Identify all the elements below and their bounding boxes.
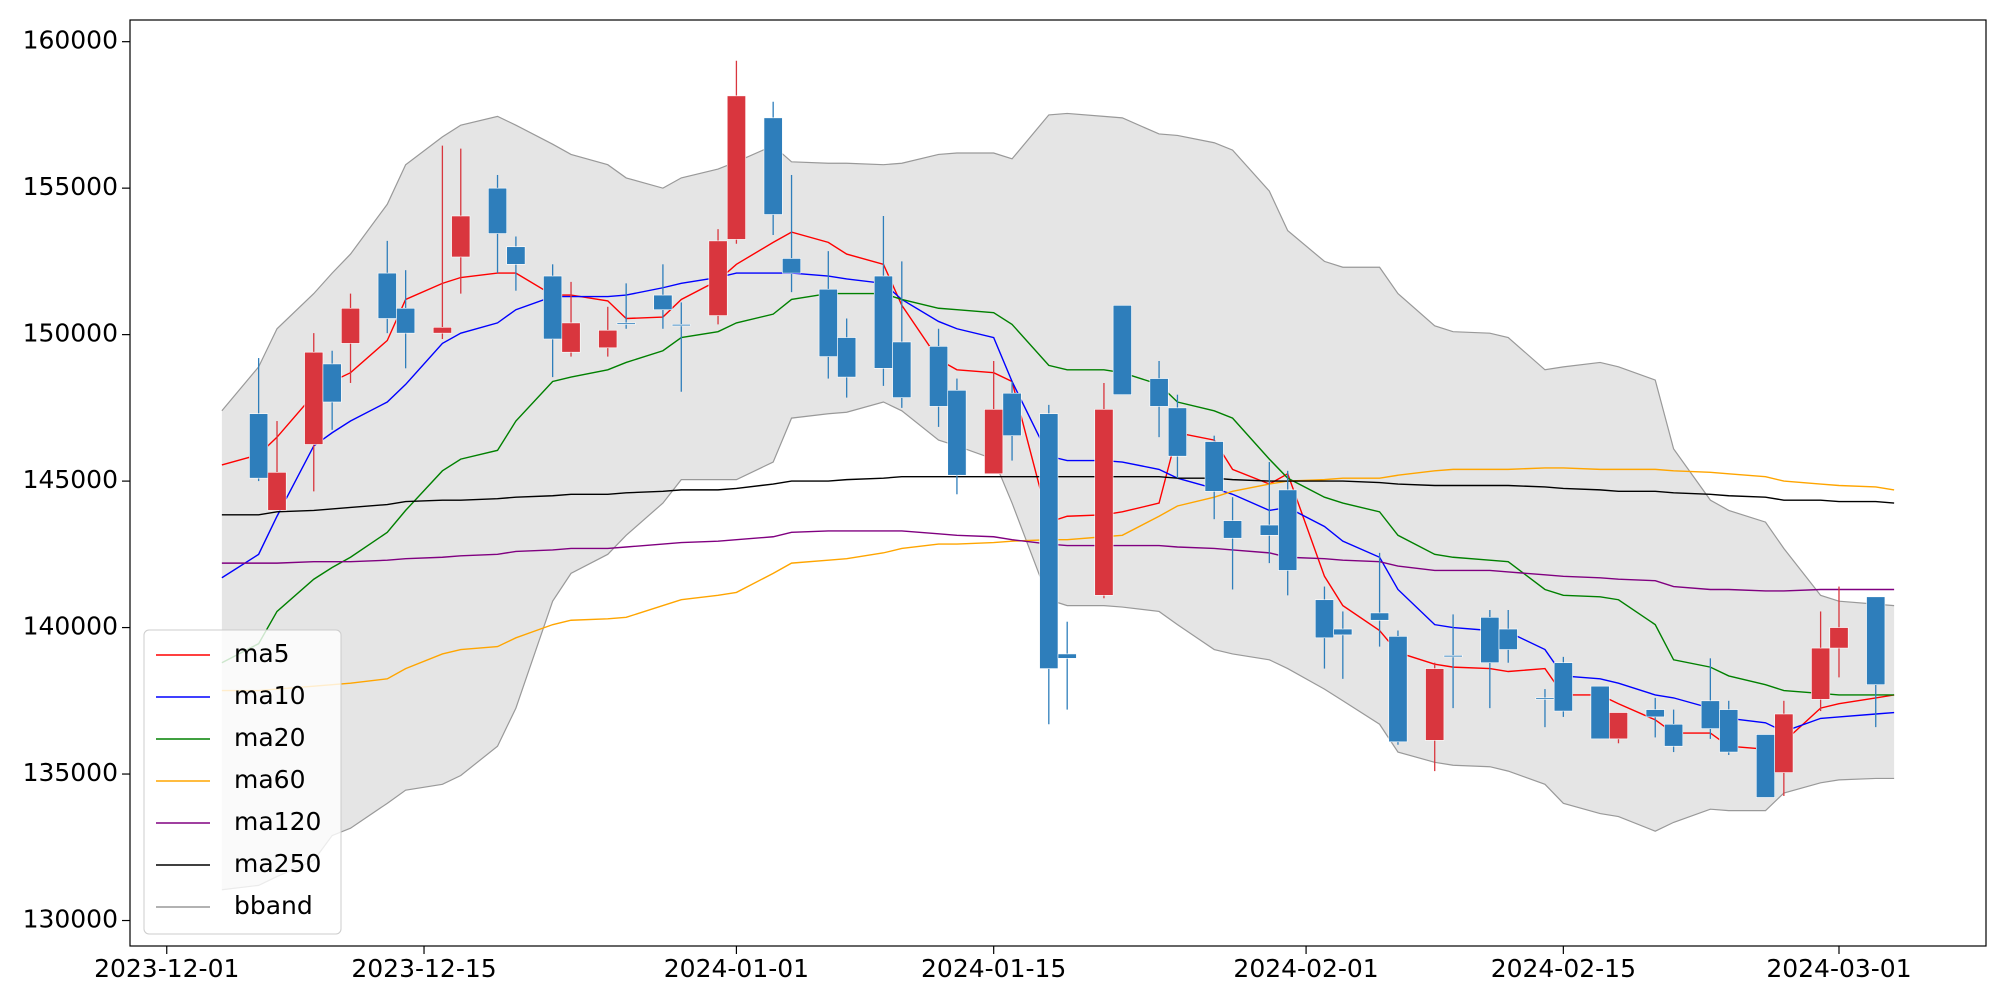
candle-body <box>1112 305 1132 395</box>
x-tick-label: 2024-01-15 <box>921 954 1066 983</box>
candle-body <box>763 117 783 215</box>
ma-line <box>221 292 1895 696</box>
legend-label: bband <box>234 891 313 920</box>
plot-frame <box>129 19 1987 947</box>
candle-body <box>1535 697 1555 700</box>
candle-body <box>1278 489 1298 571</box>
legend-label: ma60 <box>234 765 305 794</box>
legend-label: ma20 <box>234 723 305 752</box>
candle-body <box>653 294 673 311</box>
candle-body <box>1480 617 1500 664</box>
candle-body <box>782 258 802 274</box>
legend-label: ma5 <box>234 639 290 668</box>
candle-body <box>1425 668 1445 741</box>
candle-body <box>818 288 838 357</box>
candle-body <box>1645 709 1665 718</box>
y-tick-label: 150000 <box>23 319 118 348</box>
candle-body <box>249 413 269 479</box>
candle-body <box>1700 700 1720 729</box>
legend-label: ma120 <box>234 807 321 836</box>
candle-body <box>726 95 746 240</box>
candle-body <box>1333 628 1353 636</box>
candle-body <box>1719 709 1739 753</box>
candle-body <box>1223 520 1243 539</box>
x-tick-label: 2024-02-15 <box>1491 954 1636 983</box>
candle-body <box>432 326 452 334</box>
y-tick-label: 145000 <box>23 465 118 494</box>
candle-body <box>1057 653 1077 659</box>
candle-body <box>1590 685 1610 740</box>
candle-body <box>1774 713 1794 773</box>
candle-body <box>1755 734 1775 798</box>
y-tick-label: 135000 <box>23 758 118 787</box>
candle-body <box>1259 524 1279 536</box>
candle-body <box>1149 378 1169 407</box>
y-tick-label: 160000 <box>23 26 118 55</box>
candle-body <box>543 275 563 340</box>
candle-body <box>506 246 526 265</box>
candle-body <box>984 409 1004 475</box>
candle-body <box>708 240 728 316</box>
candle-body <box>1314 599 1334 639</box>
y-tick-label: 140000 <box>23 612 118 641</box>
x-tick-label: 2024-01-01 <box>664 954 809 983</box>
candle-body <box>1498 628 1518 650</box>
x-tick-label: 2024-02-01 <box>1233 954 1378 983</box>
candle-body <box>892 341 912 398</box>
y-tick-label: 130000 <box>23 905 118 934</box>
legend: ma5 ma10 ma20 ma60 ma120 ma250 bband <box>143 629 342 935</box>
candle-body <box>837 337 857 378</box>
candle-body <box>1811 647 1831 700</box>
candle-body <box>267 472 287 511</box>
candle-body <box>561 322 581 353</box>
candle-body <box>322 363 342 403</box>
candle-body <box>1039 413 1059 669</box>
candle-body <box>616 322 636 325</box>
candle-body <box>1370 612 1390 621</box>
candle-body <box>1443 655 1463 658</box>
candle-body <box>1388 636 1408 743</box>
candle-body <box>929 346 949 407</box>
candle-body <box>341 307 361 344</box>
legend-box <box>143 629 342 935</box>
candle-body <box>396 307 416 334</box>
x-tick-label: 2023-12-01 <box>94 954 239 983</box>
candle-body <box>304 351 324 445</box>
candle-body <box>1664 723 1684 747</box>
candle-body <box>1204 441 1224 492</box>
candle-body <box>488 187 508 234</box>
legend-label: ma250 <box>234 849 321 878</box>
candle-body <box>1866 596 1886 685</box>
candle-body <box>1094 409 1114 596</box>
x-tick-label: 2023-12-15 <box>351 954 496 983</box>
x-tick-label: 2024-03-01 <box>1766 954 1911 983</box>
candle-body <box>1553 662 1573 712</box>
y-tick-label: 155000 <box>23 172 118 201</box>
candle-body <box>873 275 893 369</box>
bband-line <box>221 112 1895 607</box>
candle-body <box>1167 407 1187 457</box>
candle-body <box>598 329 618 349</box>
candle-body <box>377 272 397 319</box>
candle-body <box>1608 712 1628 740</box>
candle-body <box>1002 392 1022 436</box>
candle-body <box>451 215 471 258</box>
candle-body <box>1829 627 1849 649</box>
legend-label: ma10 <box>234 681 305 710</box>
candle-body <box>671 324 691 327</box>
candle-body <box>947 389 967 476</box>
